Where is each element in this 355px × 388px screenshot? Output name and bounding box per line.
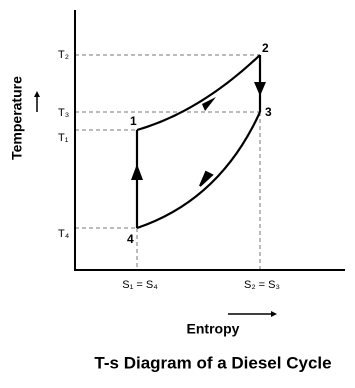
- guide-lines: [75, 54, 261, 270]
- point-label: 4: [127, 232, 134, 246]
- y-tick-label: T₁: [58, 132, 69, 144]
- y-tick-label: T₂: [58, 49, 69, 61]
- y-tick-label: T₃: [58, 107, 69, 119]
- arrow: [131, 164, 143, 180]
- process-3-4: [136, 111, 262, 230]
- process-1-2: [136, 54, 261, 132]
- point-label: 1: [130, 114, 137, 128]
- point-label: 2: [262, 41, 269, 55]
- x-tick-label: S₁ = S₄: [122, 279, 158, 291]
- arrow: [254, 82, 266, 96]
- y-tick-label: T₄: [58, 228, 70, 240]
- cycle: [131, 54, 266, 230]
- arrow: [202, 97, 216, 111]
- arrow: [199, 170, 214, 187]
- x-axis-label: Entropy: [187, 321, 240, 337]
- y-axis-label: Temperature: [9, 76, 25, 160]
- x-tick-label: S₂ = S₃: [244, 279, 280, 291]
- title: T-s Diagram of a Diesel Cycle: [94, 353, 331, 372]
- axes: [74, 10, 345, 271]
- point-label: 3: [265, 105, 272, 119]
